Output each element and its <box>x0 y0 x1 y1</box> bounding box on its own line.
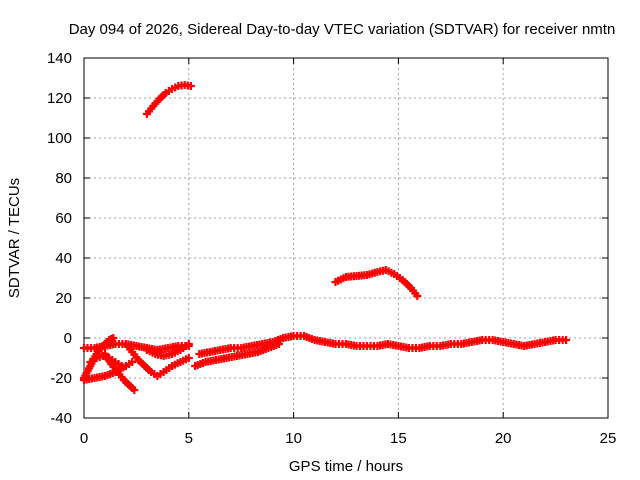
y-tick-label: 0 <box>64 330 72 347</box>
data-points <box>80 81 571 394</box>
plot-frame <box>83 57 609 419</box>
series-early-2 <box>80 334 118 382</box>
x-tick-label: 10 <box>285 430 302 447</box>
x-tick-label: 0 <box>80 430 88 447</box>
data-point <box>184 340 193 348</box>
data-point <box>274 340 283 348</box>
y-tick-label: 120 <box>47 90 72 107</box>
series-baseline-main <box>195 332 571 358</box>
y-tick-label: 20 <box>55 290 72 307</box>
series-early-7 <box>142 340 193 360</box>
x-tick-label: 25 <box>600 430 617 447</box>
y-tick-label: 80 <box>55 170 72 187</box>
y-tick-label: 60 <box>55 210 72 227</box>
data-point <box>128 358 137 366</box>
data-point <box>413 292 422 300</box>
chart-title: Day 094 of 2026, Sidereal Day-to-day VTE… <box>69 21 616 38</box>
y-tick-label: -20 <box>50 370 72 387</box>
x-tick-label: 5 <box>185 430 193 447</box>
series-arc-mid <box>331 266 422 300</box>
data-point <box>184 354 193 362</box>
grid <box>84 58 608 418</box>
y-tick-label: 40 <box>55 250 72 267</box>
x-axis-label: GPS time / hours <box>289 458 403 475</box>
series-early-6 <box>86 352 126 370</box>
y-tick-label: -40 <box>50 410 72 427</box>
data-point <box>562 336 571 344</box>
x-tick-label: 15 <box>390 430 407 447</box>
series-early-5 <box>121 340 193 380</box>
series-baseline-low <box>191 340 283 370</box>
y-tick-label: 140 <box>47 50 72 67</box>
y-tick-label: 100 <box>47 130 72 147</box>
axis-ticks: -40 -20 0 20 40 60 80 100 120 140 0 5 10 15 20 25 <box>47 50 616 447</box>
y-axis-label: SDTVAR / TECUs <box>6 178 23 298</box>
data-point <box>109 334 118 342</box>
x-tick-label: 20 <box>495 430 512 447</box>
data-point <box>186 82 195 90</box>
data-point <box>130 386 139 394</box>
data-point <box>117 362 126 370</box>
series-arc-high <box>142 81 195 118</box>
